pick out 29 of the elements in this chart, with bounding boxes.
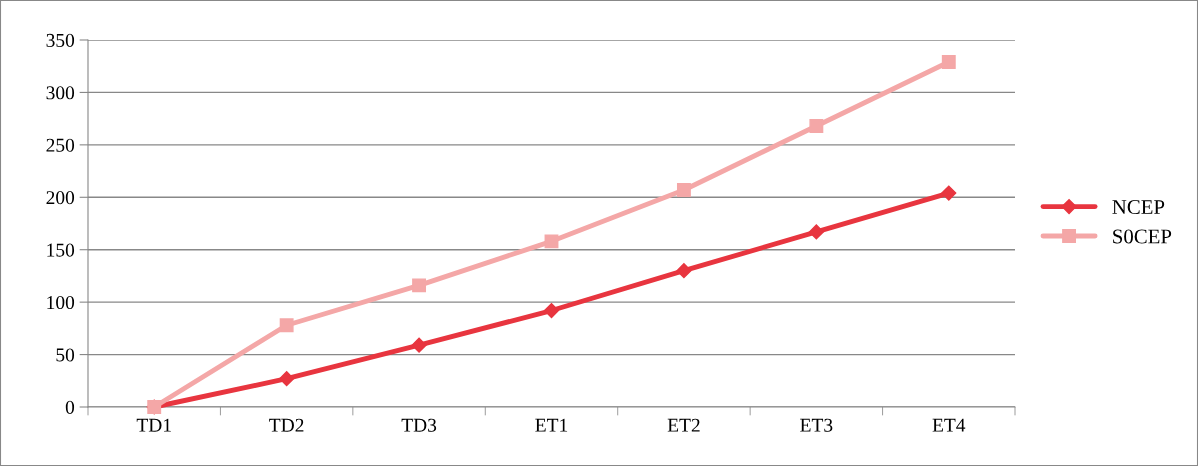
point [543,302,560,319]
y-tick-label: 350 [46,33,75,47]
x-tick-label: TD1 [136,418,171,432]
point [279,371,295,387]
x-tick-label: ET2 [667,418,700,432]
point [411,337,427,353]
point [676,263,692,279]
y-tick-label: 0 [65,400,75,414]
point [544,234,559,249]
legend-label: S0CEP [1113,229,1172,244]
point [809,119,824,133]
x-tick-label: ET3 [800,418,833,432]
point [941,55,956,69]
y-tick-label: 300 [46,86,75,100]
x-tick-label: TD3 [401,418,437,432]
point [676,183,691,197]
y-tick-label: 150 [47,243,75,257]
x-tick-label: ET1 [535,418,568,432]
point [808,224,824,240]
y-tick-label: 200 [46,191,75,205]
x-tick-label: ET4 [932,418,966,432]
legend-label: NCEP [1112,200,1165,215]
point [279,318,294,333]
point [412,278,427,293]
y-tick-label: 50 [56,348,75,362]
x-tick-label: TD2 [269,418,304,432]
point [941,185,957,201]
y-tick-label: 250 [46,138,75,152]
y-tick-label: 100 [47,295,75,310]
